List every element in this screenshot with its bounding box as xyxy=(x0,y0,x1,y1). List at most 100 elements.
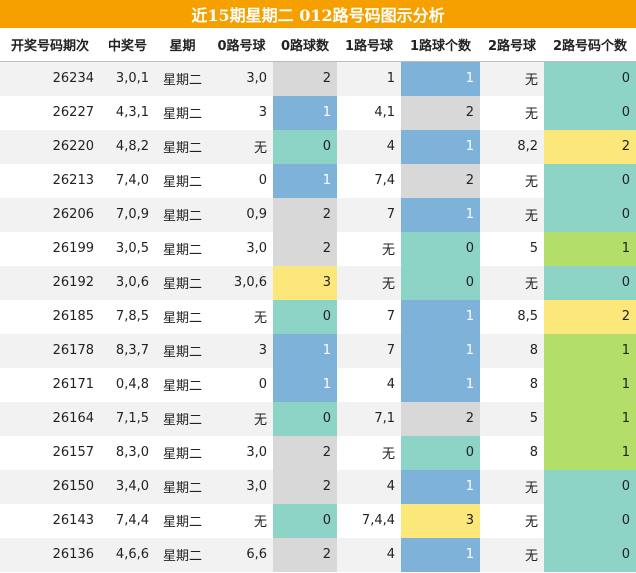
table-row: 26192 3,0,6 星期二 3,0,6 3 无 0 无 0 xyxy=(0,265,636,300)
column-header: 2路号码个数 xyxy=(544,28,636,62)
cell-route0-balls: 3,0 xyxy=(210,469,273,504)
cell-route0-balls: 0,9 xyxy=(210,197,273,232)
cell-route1-balls: 7,4 xyxy=(337,163,401,198)
cell-route1-balls: 1 xyxy=(337,61,401,96)
cell-period: 26213 xyxy=(0,163,100,198)
cell-route0-count: 2 xyxy=(273,469,337,504)
cell-route2-balls: 8,5 xyxy=(480,299,544,334)
cell-route1-balls: 4 xyxy=(337,469,401,504)
cell-route1-balls: 7,4,4 xyxy=(337,503,401,538)
table-row: 26136 4,6,6 星期二 6,6 2 4 1 无 0 xyxy=(0,537,636,572)
cell-route0-count: 1 xyxy=(273,163,337,198)
cell-period: 26150 xyxy=(0,469,100,504)
cell-period: 26171 xyxy=(0,367,100,402)
cell-winning-numbers: 3,4,0 xyxy=(100,469,155,504)
cell-route2-balls: 8 xyxy=(480,435,544,470)
cell-period: 26164 xyxy=(0,401,100,436)
cell-weekday: 星期二 xyxy=(155,299,210,334)
cell-weekday: 星期二 xyxy=(155,197,210,232)
column-header: 0路球数 xyxy=(273,28,337,62)
column-header: 1路球个数 xyxy=(401,28,480,62)
cell-route1-count: 3 xyxy=(401,503,480,538)
cell-route1-balls: 4 xyxy=(337,367,401,402)
cell-weekday: 星期二 xyxy=(155,537,210,572)
cell-route0-balls: 0 xyxy=(210,163,273,198)
cell-route1-count: 1 xyxy=(401,61,480,96)
table-row: 26143 7,4,4 星期二无 0 7,4,4 3 无 0 xyxy=(0,503,636,538)
cell-route0-count: 0 xyxy=(273,299,337,334)
cell-weekday: 星期二 xyxy=(155,231,210,266)
cell-route1-balls: 7,1 xyxy=(337,401,401,436)
cell-route0-count: 2 xyxy=(273,61,337,96)
cell-winning-numbers: 4,3,1 xyxy=(100,95,155,130)
cell-route0-count: 1 xyxy=(273,367,337,402)
cell-route2-count: 1 xyxy=(544,333,636,368)
table-row: 26164 7,1,5 星期二无 0 7,1 2 5 1 xyxy=(0,401,636,436)
cell-route0-balls: 无 xyxy=(210,503,273,538)
cell-period: 26185 xyxy=(0,299,100,334)
cell-route2-balls: 8,2 xyxy=(480,129,544,164)
cell-route0-balls: 3 xyxy=(210,95,273,130)
table-row: 26178 8,3,7 星期二 3 1 7 1 8 1 xyxy=(0,333,636,368)
cell-route0-balls: 无 xyxy=(210,129,273,164)
table-row: 26213 7,4,0 星期二 0 1 7,4 2 无 0 xyxy=(0,163,636,198)
cell-route2-count: 2 xyxy=(544,299,636,334)
cell-weekday: 星期二 xyxy=(155,333,210,368)
cell-route1-count: 1 xyxy=(401,537,480,572)
cell-weekday: 星期二 xyxy=(155,469,210,504)
cell-winning-numbers: 4,6,6 xyxy=(100,537,155,572)
cell-winning-numbers: 0,4,8 xyxy=(100,367,155,402)
cell-winning-numbers: 7,4,4 xyxy=(100,503,155,538)
cell-route1-count: 0 xyxy=(401,231,480,266)
table-header-row: 开奖号码期次 中奖号 星期 0路号球 0路球数 1路号球 1路球个数 2路号球 … xyxy=(0,28,636,62)
cell-route0-balls: 3,0 xyxy=(210,61,273,96)
column-header: 0路号球 xyxy=(210,28,273,62)
cell-winning-numbers: 3,0,1 xyxy=(100,61,155,96)
column-header: 中奖号 xyxy=(100,28,155,62)
cell-winning-numbers: 3,0,6 xyxy=(100,265,155,300)
table-row: 26150 3,4,0 星期二 3,0 2 4 1 无 0 xyxy=(0,469,636,504)
cell-route2-count: 1 xyxy=(544,435,636,470)
cell-route1-balls: 无 xyxy=(337,435,401,470)
cell-route2-count: 0 xyxy=(544,469,636,504)
cell-route2-balls: 无 xyxy=(480,537,544,572)
analysis-table: 开奖号码期次 中奖号 星期 0路号球 0路球数 1路号球 1路球个数 2路号球 … xyxy=(0,28,636,572)
table-row: 26157 8,3,0 星期二 3,0 2 无 0 8 1 xyxy=(0,435,636,470)
cell-weekday: 星期二 xyxy=(155,163,210,198)
cell-route2-count: 0 xyxy=(544,197,636,232)
column-header: 星期 xyxy=(155,28,210,62)
cell-winning-numbers: 8,3,0 xyxy=(100,435,155,470)
cell-route0-count: 2 xyxy=(273,435,337,470)
cell-weekday: 星期二 xyxy=(155,95,210,130)
cell-winning-numbers: 8,3,7 xyxy=(100,333,155,368)
cell-route1-balls: 4,1 xyxy=(337,95,401,130)
cell-route2-count: 1 xyxy=(544,401,636,436)
cell-weekday: 星期二 xyxy=(155,401,210,436)
cell-winning-numbers: 7,4,0 xyxy=(100,163,155,198)
cell-route1-count: 2 xyxy=(401,163,480,198)
cell-route2-count: 0 xyxy=(544,95,636,130)
cell-route0-count: 1 xyxy=(273,95,337,130)
cell-weekday: 星期二 xyxy=(155,61,210,96)
cell-route1-count: 1 xyxy=(401,129,480,164)
table-row: 26199 3,0,5 星期二 3,0 2 无 0 5 1 xyxy=(0,231,636,266)
cell-route1-balls: 7 xyxy=(337,299,401,334)
cell-period: 26206 xyxy=(0,197,100,232)
cell-route0-count: 0 xyxy=(273,503,337,538)
cell-route2-balls: 5 xyxy=(480,401,544,436)
cell-route2-count: 0 xyxy=(544,163,636,198)
cell-route1-count: 1 xyxy=(401,333,480,368)
cell-route0-balls: 无 xyxy=(210,401,273,436)
cell-route0-balls: 无 xyxy=(210,299,273,334)
cell-route1-balls: 无 xyxy=(337,265,401,300)
cell-route1-count: 2 xyxy=(401,401,480,436)
table-row: 26185 7,8,5 星期二无 0 7 1 8,5 2 xyxy=(0,299,636,334)
cell-route1-balls: 4 xyxy=(337,129,401,164)
cell-period: 26227 xyxy=(0,95,100,130)
cell-route0-count: 1 xyxy=(273,333,337,368)
cell-route2-balls: 无 xyxy=(480,265,544,300)
cell-route2-balls: 无 xyxy=(480,163,544,198)
cell-route0-balls: 3 xyxy=(210,333,273,368)
cell-route1-count: 2 xyxy=(401,95,480,130)
cell-route2-count: 1 xyxy=(544,231,636,266)
